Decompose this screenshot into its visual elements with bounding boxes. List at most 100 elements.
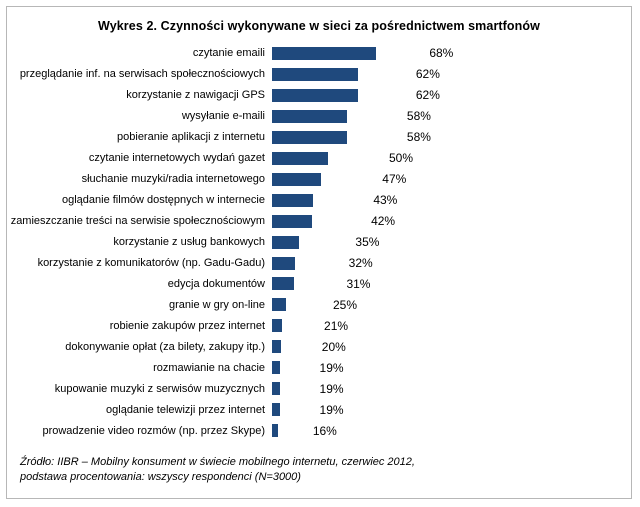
bar-rows: czytanie emaili 68% przeglądanie inf. na… [7, 43, 631, 441]
category-label: czytanie emaili [192, 47, 265, 60]
bar-track: 35% [272, 235, 496, 249]
bar-wrap: 42% [272, 214, 395, 228]
bar-area: 47% [272, 169, 631, 190]
bar-row: prowadzenie video rozmów (np. przez Skyp… [7, 420, 631, 441]
bar-track: 68% [272, 46, 496, 60]
category-label: wysyłanie e-maili [181, 110, 265, 123]
bar-area: 58% [272, 106, 631, 127]
category-label: korzystanie z usług bankowych [113, 236, 265, 249]
bar-area: 42% [272, 211, 631, 232]
category-label: prowadzenie video rozmów (np. przez Skyp… [42, 424, 265, 437]
category-label: pobieranie aplikacji z internetu [117, 131, 265, 144]
bar-area: 43% [272, 190, 631, 211]
bar-wrap: 19% [272, 361, 344, 375]
bar-area: 32% [272, 253, 631, 274]
bar-wrap: 62% [272, 88, 440, 102]
bar-area: 58% [272, 127, 631, 148]
value-label: 31% [346, 276, 371, 291]
bar-row: edycja dokumentów 31% [7, 273, 631, 294]
bar-row: rozmawianie na chacie 19% [7, 357, 631, 378]
bar-row: oglądanie filmów dostępnych w internecie… [7, 190, 631, 211]
value-label: 19% [319, 360, 344, 375]
category-label: granie w gry on-line [169, 298, 265, 311]
bar-wrap: 32% [272, 256, 373, 270]
bar-row: czytanie emaili 68% [7, 43, 631, 64]
value-label: 25% [333, 297, 358, 312]
value-label: 62% [415, 67, 440, 82]
bar-row: dokonywanie opłat (za bilety, zakupy itp… [7, 336, 631, 357]
bar-wrap: 43% [272, 193, 397, 207]
category-label: oglądanie filmów dostępnych w internecie [61, 194, 265, 207]
category-label: przeglądanie inf. na serwisach społeczno… [19, 68, 265, 81]
category-label: oglądanie telewizji przez internet [106, 403, 265, 416]
bar-row: granie w gry on-line 25% [7, 294, 631, 315]
bar-wrap: 25% [272, 298, 357, 312]
bar-wrap: 20% [272, 340, 346, 354]
bar [272, 235, 300, 249]
category-label: robienie zakupów przez internet [109, 319, 265, 332]
bar-wrap: 31% [272, 277, 370, 291]
bar-area: 25% [272, 294, 631, 315]
bar [272, 298, 286, 312]
chart-title: Wykres 2. Czynności wykonywane w sieci z… [98, 19, 540, 33]
bar-wrap: 62% [272, 67, 440, 81]
bar-row: czytanie internetowych wydań gazet 50% [7, 148, 631, 169]
chart-container: Wykres 2. Czynności wykonywane w sieci z… [6, 6, 632, 499]
bar-wrap: 58% [272, 130, 431, 144]
value-label: 19% [319, 402, 344, 417]
bar-area: 16% [272, 420, 631, 441]
category-label: edycja dokumentów [167, 277, 265, 290]
bar [272, 340, 281, 354]
value-label: 58% [406, 130, 431, 145]
bar [272, 193, 314, 207]
bar-wrap: 35% [272, 235, 379, 249]
bar-wrap: 21% [272, 319, 348, 333]
bar-row: robienie zakupów przez internet 21% [7, 315, 631, 336]
bar-area: 31% [272, 273, 631, 294]
bar [272, 172, 322, 186]
bar-row: zamieszczanie treści na serwisie społecz… [7, 211, 631, 232]
bar-area: 68% [272, 43, 631, 64]
bar-track: 32% [272, 256, 496, 270]
bar-area: 50% [272, 148, 631, 169]
bar-track: 31% [272, 277, 496, 291]
bar [272, 361, 281, 375]
bar-track: 58% [272, 109, 496, 123]
bar [272, 67, 359, 81]
category-label: dokonywanie opłat (za bilety, zakupy itp… [65, 340, 265, 353]
category-label: kupowanie muzyki z serwisów muzycznych [54, 382, 265, 395]
bar-track: 25% [272, 298, 496, 312]
bar-wrap: 50% [272, 151, 413, 165]
bar-track: 19% [272, 361, 496, 375]
bar-row: słuchanie muzyki/radia internetowego 47% [7, 169, 631, 190]
bar-row: korzystanie z usług bankowych 35% [7, 232, 631, 253]
bar [272, 214, 312, 228]
bar [272, 151, 328, 165]
bar-track: 58% [272, 130, 496, 144]
value-label: 32% [348, 256, 373, 270]
category-label: rozmawianie na chacie [153, 361, 265, 374]
bar-wrap: 68% [272, 46, 453, 60]
bar-row: wysyłanie e-maili 58% [7, 106, 631, 127]
bar [272, 277, 294, 291]
bar-wrap: 19% [272, 403, 344, 417]
value-label: 47% [382, 172, 407, 187]
bar-area: 62% [272, 85, 631, 106]
bar-area: 35% [272, 232, 631, 253]
value-label: 35% [355, 235, 380, 250]
value-label: 62% [415, 88, 440, 103]
value-label: 19% [319, 381, 344, 396]
bar-area: 19% [272, 399, 631, 420]
bar [272, 88, 359, 102]
category-label: korzystanie z nawigacji GPS [126, 89, 265, 102]
bar-wrap: 16% [272, 424, 337, 438]
source-line-2: podstawa procentowania: wszyscy responde… [20, 471, 301, 484]
bar-row: kupowanie muzyki z serwisów muzycznych 1… [7, 378, 631, 399]
bar-row: oglądanie telewizji przez internet 19% [7, 399, 631, 420]
bar-track: 47% [272, 172, 496, 187]
bar-track: 21% [272, 319, 496, 333]
bar-area: 21% [272, 315, 631, 336]
bar [272, 46, 376, 60]
bar-track: 62% [272, 88, 496, 102]
bar-row: przeglądanie inf. na serwisach społeczno… [7, 64, 631, 85]
